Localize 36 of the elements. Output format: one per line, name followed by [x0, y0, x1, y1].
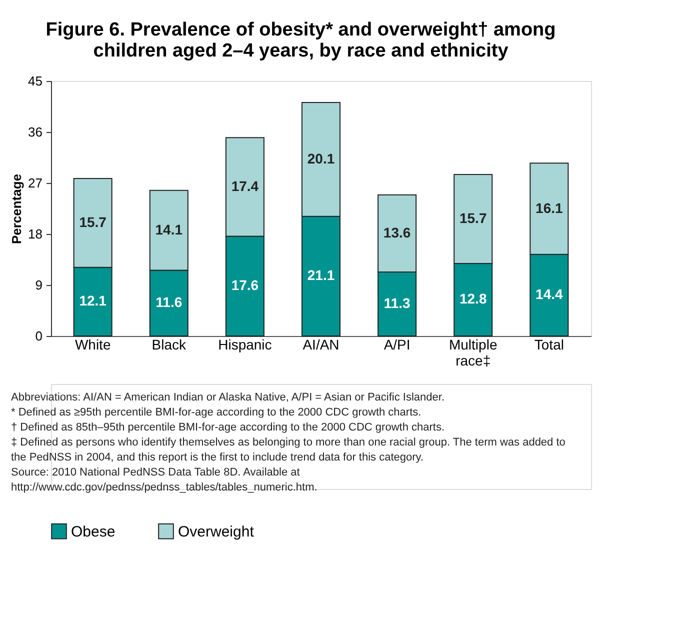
- x-tick-label: Multiple race‡: [448, 336, 498, 368]
- y-tick-label: 36: [28, 124, 42, 140]
- data-label: 17.4: [231, 178, 259, 194]
- legend-label: Overweight: [178, 523, 255, 540]
- data-label: 21.1: [307, 267, 335, 284]
- text: † Defined as 85th–95th percentile BMI-for-age according to the 2000 CDC growth charts.: [11, 422, 445, 434]
- x-tick-label: Black: [152, 336, 188, 352]
- source-note: Source: 2010 National PedNSS Data Table 8D. Available at http://www.cdc.gov/pednss/pednss_tables/tables_numeric.htm.: [11, 466, 318, 494]
- x-tick-label: Total: [534, 336, 564, 352]
- data-label: 12.8: [459, 290, 487, 307]
- data-label: 12.1: [79, 292, 107, 309]
- y-tick-label: 9: [35, 278, 42, 292]
- data-label: 17.6: [231, 277, 259, 294]
- text: Abbreviations: AI/AN = American Indian or Alaska Native, A/PI = Asian or Pacific Islander.: [11, 392, 445, 404]
- x-tick-label: White: [74, 336, 111, 352]
- data-label: 20.1: [307, 150, 335, 166]
- y-axis-title: Percentage: [9, 174, 24, 244]
- data-label: 11.6: [156, 294, 182, 310]
- y-tick-label: 27: [28, 176, 42, 190]
- y-tick-label: 45: [28, 74, 42, 88]
- legend-label: Obese: [71, 523, 116, 540]
- data-label: 11.3: [384, 294, 411, 311]
- data-label: 15.7: [79, 214, 107, 230]
- x-tick-label: A/PI: [384, 336, 410, 352]
- y-tick-label: 18: [28, 226, 42, 242]
- data-label: 14.4: [536, 286, 564, 302]
- y-tick-label: 0: [35, 328, 42, 344]
- x-tick-label: Hispanic: [218, 336, 272, 352]
- text: ‡ Defined as persons who identify themselves as belonging to more than one racial group. The term was added to the PedNSS in 2004, and this report is the first to include trend data for this category.: [11, 436, 566, 464]
- data-label: 15.7: [459, 210, 487, 226]
- data-label: 14.1: [155, 221, 183, 238]
- x-tick-label: AI/AN: [302, 336, 340, 352]
- chart-title: Figure 6. Prevalence of obesity* and overweight† among children aged 2–4 years, by race and ethnicity: [46, 20, 556, 62]
- data-label: 13.6: [383, 224, 411, 240]
- data-label: 16.1: [536, 200, 564, 216]
- text: * Defined as ≥95th percentile BMI-for-age according to the 2000 CDC growth charts.: [11, 406, 422, 418]
